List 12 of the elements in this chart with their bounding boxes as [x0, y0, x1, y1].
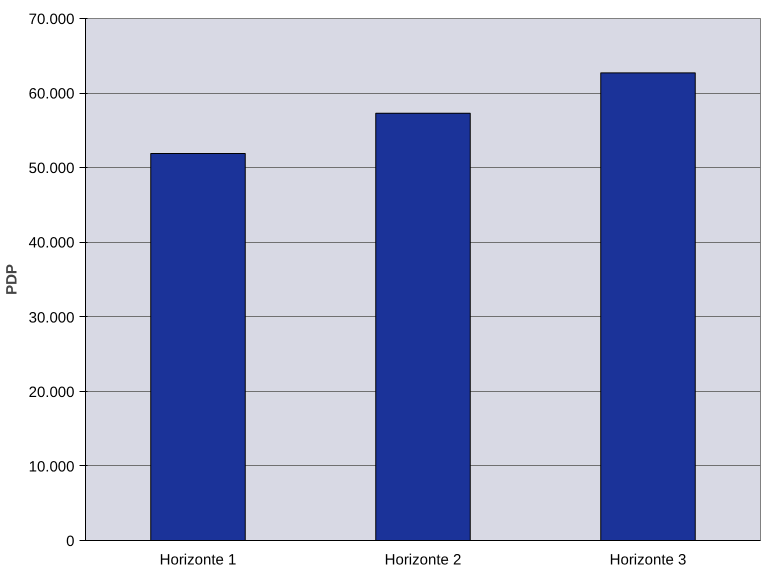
y-tick-label: 20.000 [28, 384, 75, 401]
y-tick-label: 50.000 [28, 160, 75, 178]
y-tick-label: 30.000 [28, 309, 75, 326]
y-tick-label: 60.000 [28, 86, 75, 103]
y-tick-label: 10.000 [28, 458, 75, 476]
x-tick-label: Horizonte 2 [384, 552, 462, 568]
y-tick-label: 0 [66, 533, 74, 550]
x-tick-label: Horizonte 3 [610, 552, 686, 568]
y-tick-label: 40.000 [28, 234, 75, 252]
x-tick-label: Horizonte 1 [160, 552, 236, 568]
y-tick-label: 70.000 [28, 11, 75, 28]
y-axis-title: PDP [4, 264, 21, 295]
